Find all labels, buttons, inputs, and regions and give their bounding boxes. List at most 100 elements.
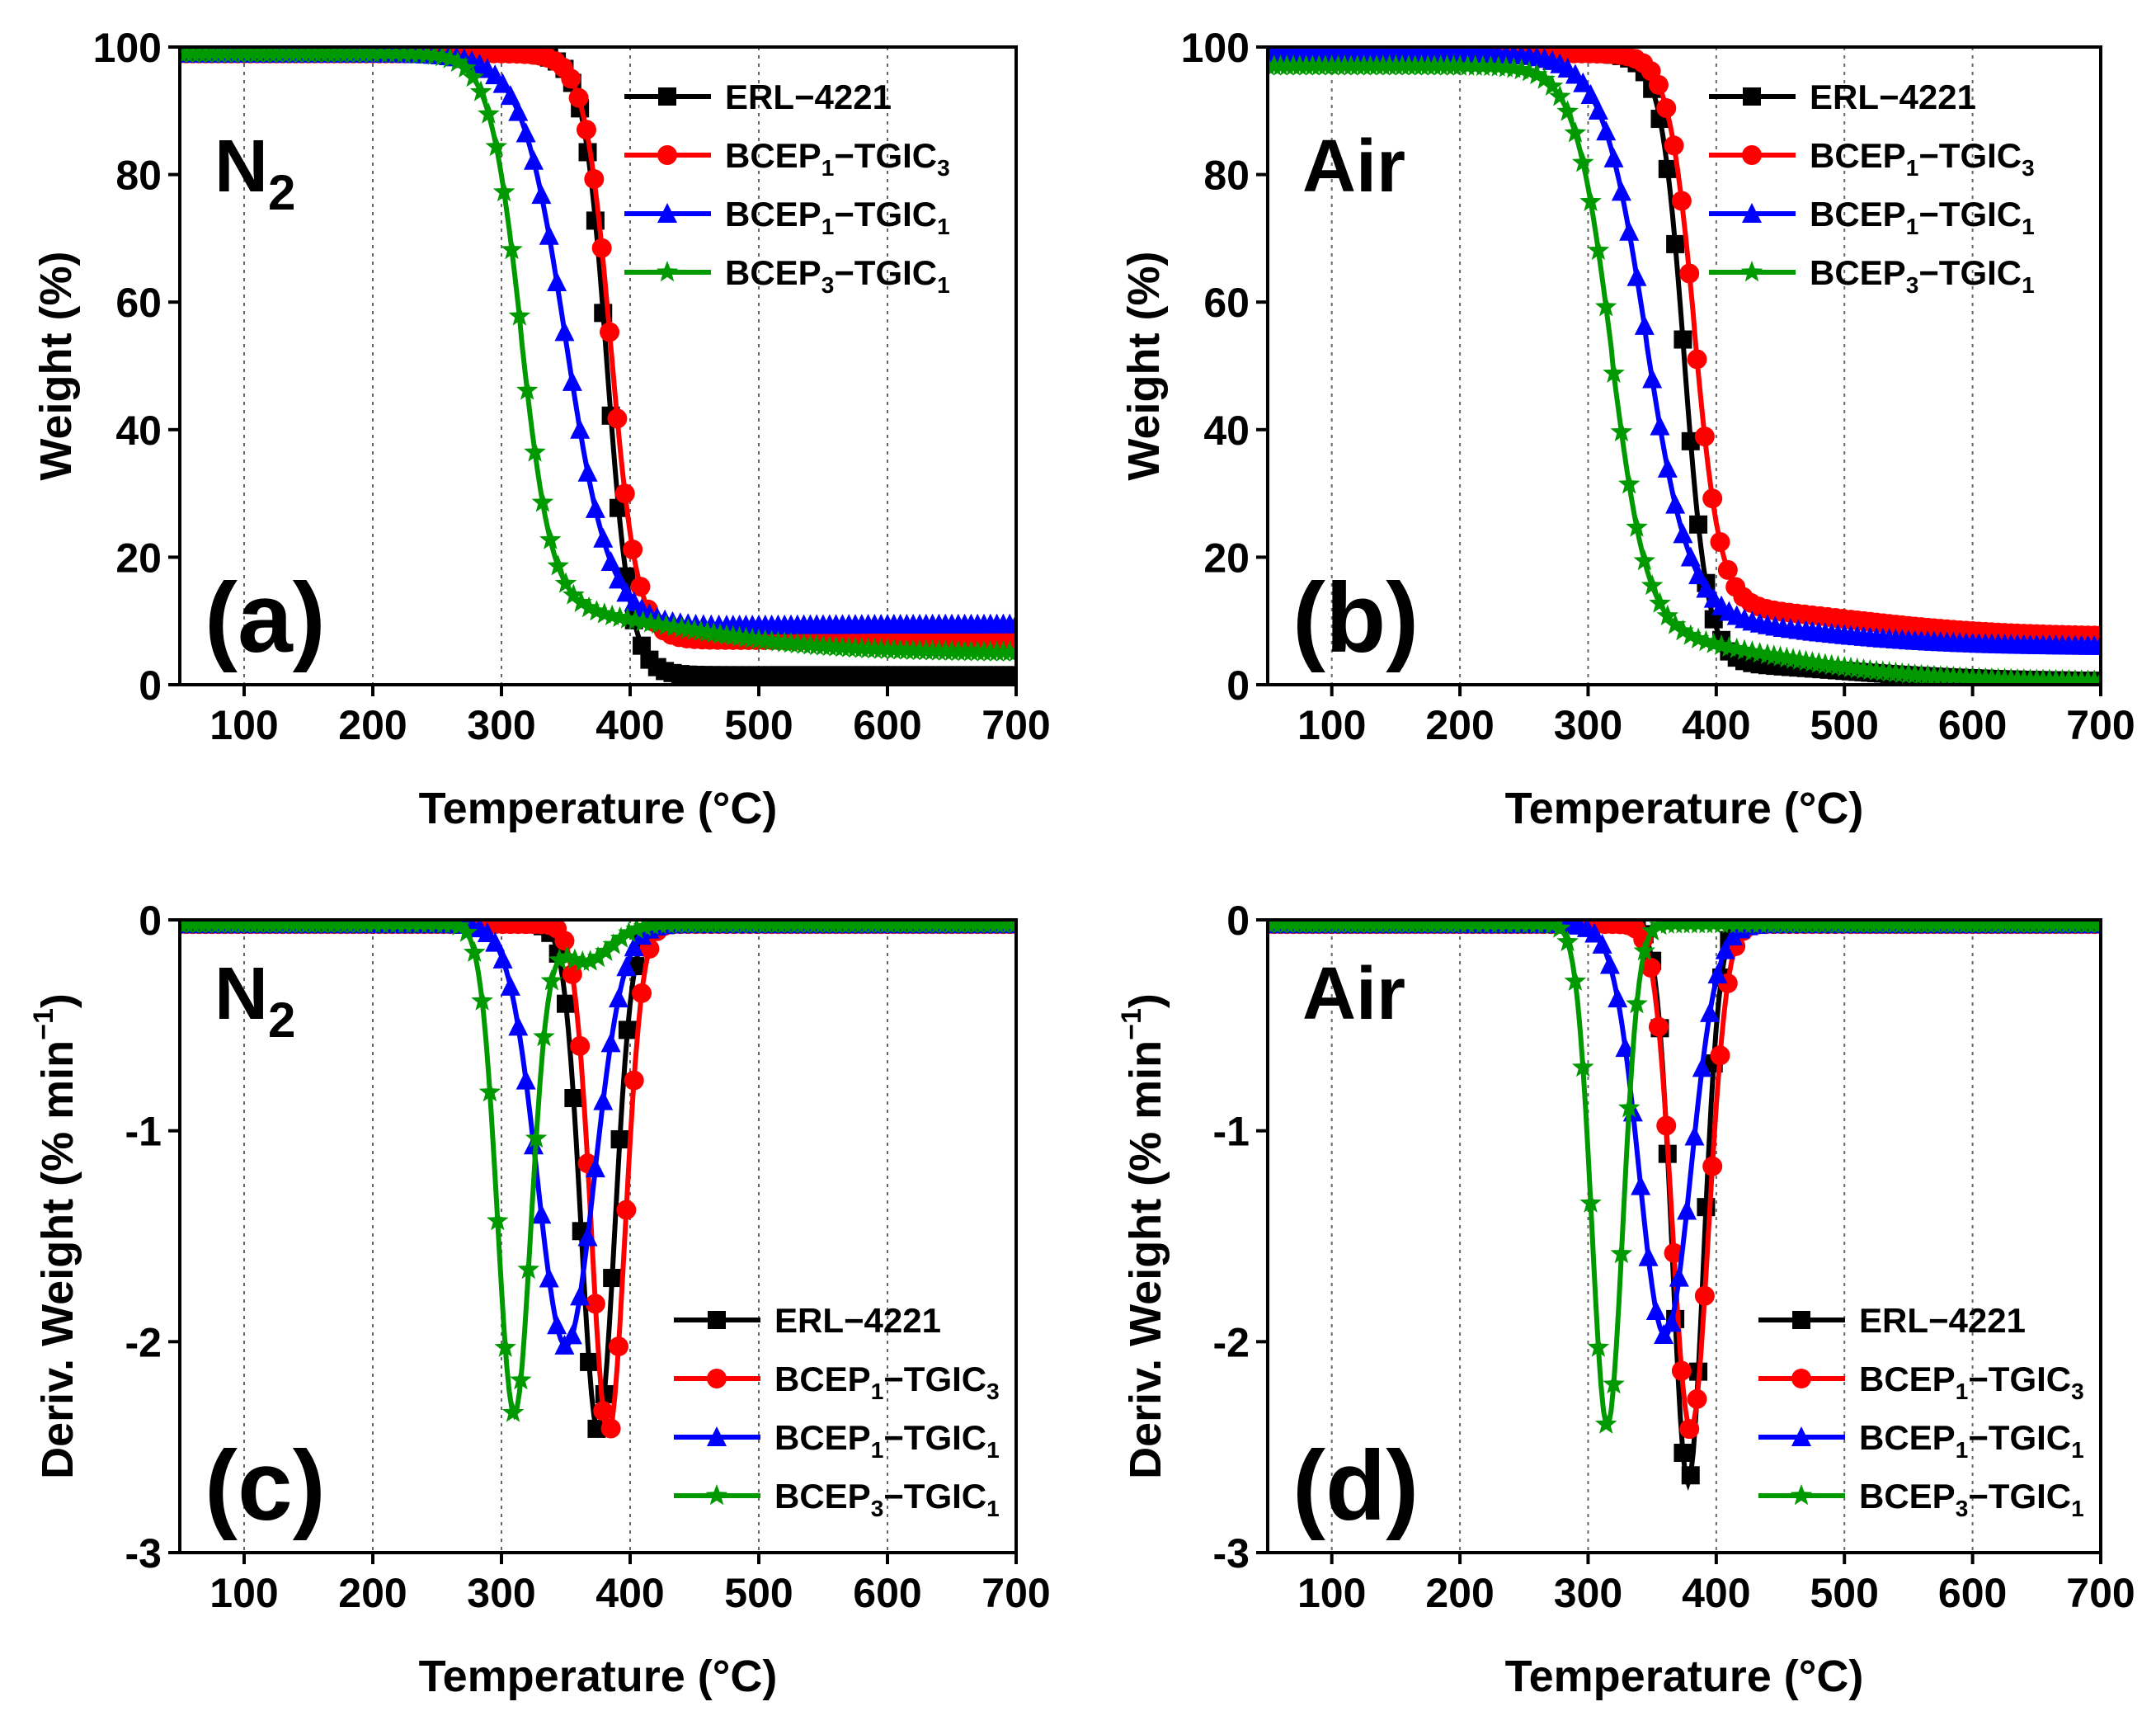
marker-b1t3	[616, 1200, 637, 1220]
x-tick-label: 600	[1938, 1570, 2007, 1616]
series-b1t1	[180, 47, 1016, 635]
marker-b3t1	[1633, 549, 1656, 571]
y-tick-label: 80	[1203, 153, 1250, 199]
marker-erl	[1007, 666, 1016, 685]
marker-b1t1	[608, 568, 628, 589]
x-tick-label: 300	[467, 1570, 535, 1616]
marker-erl	[587, 1419, 606, 1438]
legend-item-b1t1: BCEP1−TGIC1	[1709, 195, 2035, 239]
panel-label: (c)	[205, 1431, 326, 1541]
marker-b1t1	[1599, 954, 1620, 974]
y-tick-label: 100	[93, 25, 162, 71]
marker-b1t1	[593, 1090, 614, 1110]
marker-b3t1	[595, 940, 617, 961]
legend-label: BCEP1−TGIC3	[1859, 1360, 2084, 1404]
marker-erl	[1689, 515, 1708, 534]
marker-b3t1	[1641, 920, 1664, 941]
marker-b1t3	[568, 87, 589, 108]
legend-label: BCEP3−TGIC1	[774, 1477, 1000, 1521]
marker-b1t3	[1694, 427, 1715, 447]
marker-b3t1	[556, 945, 578, 967]
marker-b1t1	[1688, 564, 1709, 585]
marker-b1t3	[1641, 957, 1661, 978]
marker-b3t1	[1587, 238, 1610, 261]
legend-marker-b1t3	[707, 1369, 727, 1388]
x-tick-label: 200	[338, 1570, 407, 1616]
marker-b3t1	[517, 1257, 540, 1280]
marker-b3t1	[1633, 939, 1656, 961]
x-tick-label: 400	[595, 702, 664, 748]
marker-b1t3	[576, 120, 596, 140]
marker-b3t1	[570, 591, 592, 612]
y-tick-label: -1	[1213, 1109, 1250, 1155]
x-tick-label: 500	[1810, 702, 1879, 748]
marker-b1t1	[577, 1226, 598, 1247]
marker-b3t1	[2089, 920, 2101, 934]
x-tick-label: 400	[1682, 702, 1750, 748]
marker-b3t1	[1641, 574, 1664, 596]
legend-marker-erl	[1743, 87, 1761, 106]
marker-b1t1	[562, 1324, 582, 1345]
marker-b1t1	[2091, 634, 2101, 655]
legend-marker-b1t1	[657, 203, 677, 223]
marker-b3t1	[1679, 624, 1702, 645]
marker-b3t1	[487, 1209, 509, 1231]
marker-b3t1	[439, 47, 461, 68]
marker-b1t1	[1631, 1175, 1651, 1195]
legend-item-erl: ERL−4221	[624, 78, 892, 116]
legend-item-b1t3: BCEP1−TGIC3	[1709, 136, 2035, 181]
y-tick-label: 20	[115, 535, 162, 581]
marker-b3t1	[478, 1081, 501, 1102]
legend-label: BCEP1−TGIC1	[1810, 195, 2035, 239]
legend-marker-b1t3	[1791, 1369, 1811, 1388]
marker-b3t1	[1005, 640, 1016, 662]
marker-b1t3	[1648, 1016, 1669, 1037]
marker-b1t3	[1717, 559, 1738, 580]
marker-b1t3	[561, 68, 581, 89]
legend-label: BCEP1−TGIC3	[1810, 136, 2035, 181]
marker-b1t3	[585, 1294, 605, 1314]
series-line-b1t3	[180, 922, 1016, 1435]
marker-b3t1	[1687, 627, 1710, 648]
marker-b3t1	[547, 554, 569, 576]
marker-b1t3	[1656, 98, 1677, 119]
marker-erl	[1673, 1444, 1692, 1463]
marker-erl	[609, 498, 628, 517]
marker-b1t3	[1679, 1419, 1700, 1440]
marker-b3t1	[478, 102, 500, 124]
marker-b1t1	[539, 224, 559, 245]
marker-b1t1	[531, 1204, 552, 1224]
legend-item-b1t1: BCEP1−TGIC1	[674, 1418, 1000, 1463]
y-tick-label: -3	[125, 1530, 162, 1577]
legend-label: ERL−4221	[1810, 78, 1976, 116]
marker-b1t1	[492, 948, 513, 969]
marker-b3t1	[1571, 151, 1594, 172]
marker-b3t1	[524, 441, 546, 462]
marker-b1t3	[632, 983, 652, 1003]
plot-area	[1268, 920, 2101, 1492]
marker-b3t1	[1617, 473, 1641, 494]
x-tick-label: 200	[1425, 1570, 1494, 1616]
legend-marker-b1t1	[1791, 1426, 1811, 1446]
marker-b1t1	[1611, 181, 1631, 201]
marker-b3t1	[455, 921, 478, 942]
marker-b1t1	[1619, 220, 1640, 241]
x-axis-title: Temperature (°C)	[1505, 1652, 1864, 1701]
marker-b3t1	[1571, 1055, 1594, 1077]
marker-b1t1	[616, 582, 637, 602]
marker-b1t1	[1584, 922, 1605, 943]
marker-b1t1	[570, 1285, 591, 1306]
marker-b1t3	[1664, 135, 1684, 156]
series-b3t1	[180, 920, 1016, 1422]
y-tick-label: 40	[1203, 408, 1250, 454]
x-axis-title: Temperature (°C)	[419, 1652, 778, 1701]
x-tick-label: 500	[724, 1570, 793, 1616]
marker-b3t1	[1549, 920, 1571, 938]
marker-b1t3	[607, 408, 628, 429]
x-axis-title: Temperature (°C)	[1505, 784, 1864, 833]
x-tick-label: 100	[209, 1570, 278, 1616]
marker-b1t1	[585, 497, 605, 518]
marker-b1t1	[593, 527, 614, 548]
marker-b1t1	[624, 936, 644, 957]
